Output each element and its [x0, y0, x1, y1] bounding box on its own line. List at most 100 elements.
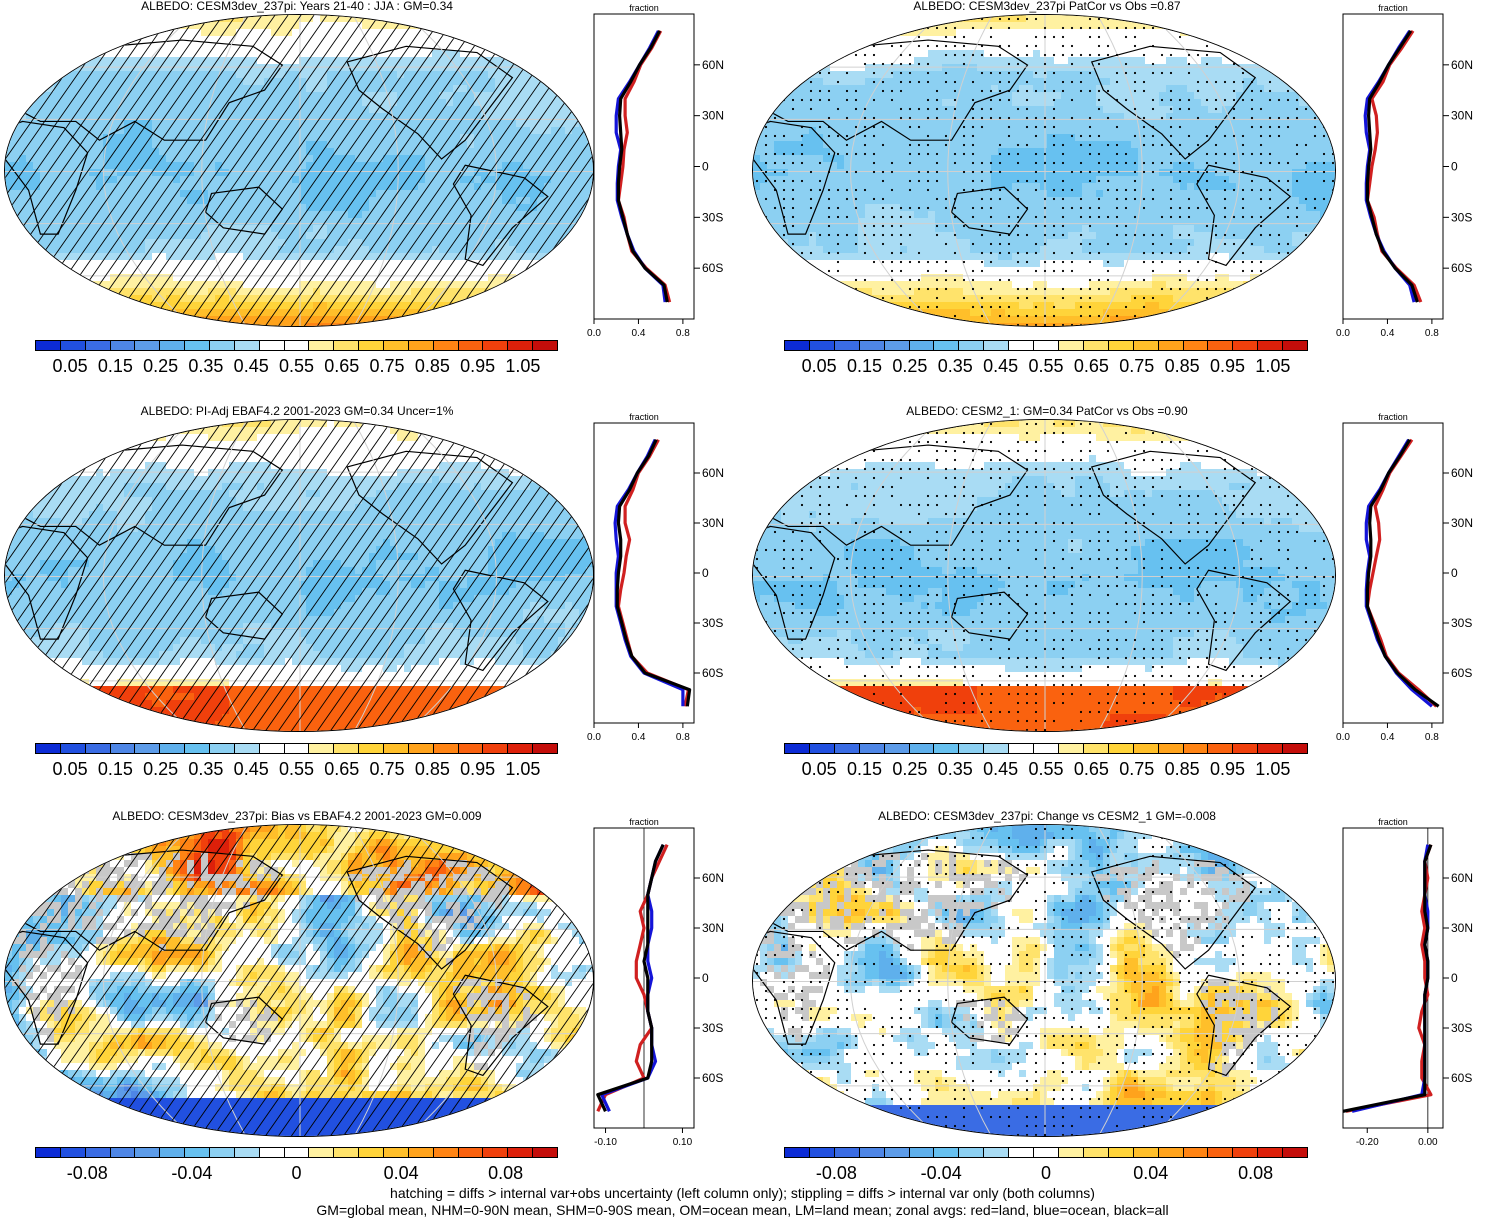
colorbar-cell	[859, 744, 885, 753]
zonal-x-tick-label: 0.0	[587, 328, 601, 339]
zonal-y-tick-label: 60N	[1451, 871, 1473, 885]
colorbar-cell	[234, 744, 260, 753]
colorbar-cell	[210, 341, 235, 350]
colorbar-label: 0.75	[1119, 759, 1154, 780]
zonal-x-tick-label: 0.4	[631, 732, 645, 743]
colorbar-cell	[458, 1148, 484, 1157]
colorbar-cell	[60, 1148, 86, 1157]
colorbar-cell	[284, 744, 310, 753]
colorbar-cell	[1108, 1148, 1134, 1157]
zonal-y-tick-label: 60S	[702, 261, 723, 275]
colorbar-label: 0.95	[1210, 356, 1245, 377]
colorbar-label: 0.05	[802, 759, 837, 780]
zonal-x-tick-label: 0.0	[1336, 328, 1350, 339]
map	[752, 824, 1336, 1137]
colorbar-cell	[909, 744, 935, 753]
colorbar-cell	[36, 744, 61, 753]
colorbar-cells	[35, 340, 558, 351]
map	[752, 419, 1336, 732]
colorbar-cell	[1009, 1148, 1035, 1157]
colorbar-cell	[934, 1148, 960, 1157]
colorbar-cell	[60, 744, 86, 753]
colorbar-cell	[359, 341, 385, 350]
zonal-plot-svg: 60N 30N 0 30S 60S -0.20 0.00 fraction	[1342, 817, 1473, 1148]
zonal-y-tick-label: 30S	[1451, 1021, 1472, 1035]
colorbar-label: 0.35	[938, 759, 973, 780]
zonal-y-tick-label: 60N	[702, 58, 724, 72]
colorbar-label: 0.15	[847, 759, 882, 780]
zonal-series-all	[616, 30, 669, 303]
zonal-top-label: fraction	[1378, 3, 1408, 13]
colorbar-cell	[458, 744, 484, 753]
zonal-y-tick-label: 30S	[1451, 616, 1472, 630]
colorbar-cell	[1258, 341, 1284, 350]
zonal-y-tick-label: 30N	[1451, 109, 1473, 123]
zonal-series-land	[616, 30, 672, 303]
colorbar-cell	[1133, 1148, 1159, 1157]
zonal-y-tick-label: 60S	[1451, 1071, 1472, 1085]
zonal-y-tick-label: 30S	[1451, 210, 1472, 224]
zonal-top-label: fraction	[1378, 817, 1408, 827]
zonal-x-tick-label: 0.4	[631, 328, 645, 339]
map-svg	[753, 825, 1335, 1136]
colorbar-label: -0.04	[171, 1163, 212, 1184]
zonal-y-tick-label: 60N	[1451, 58, 1473, 72]
colorbar-cell	[1158, 1148, 1184, 1157]
zonal-y-tick-label: 0	[1451, 160, 1458, 174]
colorbar-cell	[508, 1148, 534, 1157]
colorbar-label: 0.08	[488, 1163, 523, 1184]
colorbar-label: 0.05	[53, 759, 88, 780]
colorbar-label: 0.25	[892, 356, 927, 377]
zonal-y-tick-label: 0	[1451, 971, 1458, 985]
colorbar-label: 1.05	[1255, 759, 1290, 780]
colorbar-cell	[60, 341, 86, 350]
colorbar-label: 0.65	[324, 759, 359, 780]
colorbar-label: 0.35	[188, 356, 223, 377]
colorbar-cells	[35, 1147, 558, 1158]
colorbar-cell	[433, 341, 459, 350]
map	[4, 419, 594, 732]
zonal-y-tick-label: 0	[702, 971, 709, 985]
colorbar-label: -0.08	[67, 1163, 108, 1184]
colorbar-cell	[1183, 1148, 1209, 1157]
colorbar-label: 0	[1041, 1163, 1051, 1184]
colorbar-cell	[533, 1148, 558, 1157]
colorbar-cell	[1009, 341, 1035, 350]
colorbar-cell	[1009, 744, 1035, 753]
colorbar-cell	[135, 341, 161, 350]
zonal-x-tick-label: 0.8	[1425, 328, 1439, 339]
colorbar-cell	[160, 744, 186, 753]
panel-title: ALBEDO: CESM3dev_237pi: Bias vs EBAF4.2 …	[37, 809, 557, 823]
colorbar-cell	[1058, 341, 1084, 350]
colorbar-cell	[533, 744, 558, 753]
colorbar-cell	[785, 1148, 810, 1157]
colorbar: -0.08 -0.04 0 0.04 0.08	[784, 1147, 1308, 1187]
colorbar-cell	[1158, 341, 1184, 350]
colorbar-cell	[334, 341, 360, 350]
colorbar-cell	[259, 1148, 285, 1157]
colorbar-label: 0.15	[98, 356, 133, 377]
colorbar-cell	[110, 341, 136, 350]
colorbar-cell	[36, 341, 61, 350]
zonal-y-tick-label: 60N	[702, 871, 724, 885]
colorbar-label: 0.25	[143, 356, 178, 377]
colorbar-label: 0.25	[143, 759, 178, 780]
zonal-x-tick-label: 0.4	[1380, 732, 1394, 743]
colorbar-cell	[1208, 341, 1234, 350]
zonal-series-ocean	[1364, 438, 1433, 708]
colorbar-cell	[884, 744, 910, 753]
colorbar-label: 0.65	[324, 356, 359, 377]
map	[752, 14, 1336, 327]
colorbar-cell	[1058, 1148, 1084, 1157]
colorbar-cell	[1233, 341, 1259, 350]
colorbar-label: 0.35	[188, 759, 223, 780]
zonal-x-tick-label: 0.0	[1336, 732, 1350, 743]
colorbar-cell	[384, 341, 409, 350]
colorbar-cell	[1208, 744, 1234, 753]
zonal-y-tick-label: 60S	[1451, 261, 1472, 275]
zonal-series-all	[1365, 30, 1419, 303]
colorbar-label: 0.55	[279, 356, 314, 377]
zonal-series-all	[615, 439, 692, 707]
map	[4, 824, 594, 1137]
graticule	[5, 420, 593, 731]
